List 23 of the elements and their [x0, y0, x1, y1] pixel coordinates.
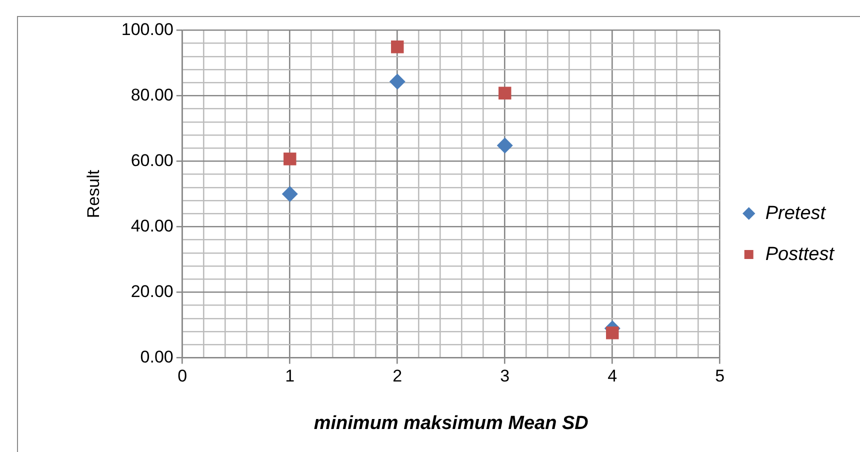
x-axis-title: minimum maksimum Mean SD	[314, 412, 589, 434]
x-tick-label: 3	[500, 366, 510, 386]
legend-label: Posttest	[765, 244, 835, 265]
x-tick-label: 0	[178, 366, 188, 386]
x-tick-label: 5	[715, 366, 725, 386]
y-tick-label: 60.00	[130, 150, 174, 170]
point	[496, 138, 513, 154]
point	[389, 74, 406, 90]
x-tick-label: 4	[608, 366, 618, 386]
y-tick-label: 20.00	[130, 282, 174, 301]
y-tick-label: 100.00	[121, 20, 174, 39]
x-tick-label: 2	[392, 366, 402, 386]
point	[284, 152, 296, 166]
point	[391, 40, 404, 54]
point	[282, 186, 298, 202]
y-tick-label: 0.00	[140, 347, 174, 366]
legend-label: Pretest	[765, 202, 826, 224]
point	[606, 326, 619, 340]
x-tick-label: 1	[285, 366, 295, 386]
point	[498, 86, 512, 100]
y-tick-label: 80.00	[130, 85, 174, 104]
y-axis-title: Result	[84, 170, 103, 218]
y-tick-label: 40.00	[130, 216, 174, 236]
